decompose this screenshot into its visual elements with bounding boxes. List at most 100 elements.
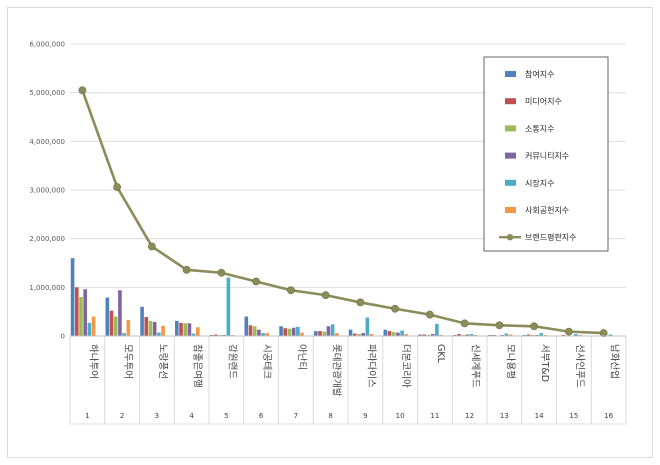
line-point-9 xyxy=(391,304,400,313)
bar-2-3 xyxy=(183,323,188,336)
bar-2-2 xyxy=(148,320,153,336)
category-label: 강원랜드 xyxy=(226,344,237,379)
line-point-13 xyxy=(530,322,539,331)
legend-marker xyxy=(506,234,514,241)
line-point-3 xyxy=(182,265,191,274)
legend-entry: 브랜드평판지수 xyxy=(525,232,577,242)
bar-3-3 xyxy=(187,323,192,336)
category-number: 8 xyxy=(328,412,332,420)
line-point-11 xyxy=(460,319,469,328)
bar-4-1 xyxy=(122,333,126,336)
bar-1-10 xyxy=(422,334,427,336)
bar-4-9 xyxy=(400,330,404,336)
bar-0-5 xyxy=(244,316,249,336)
bar-2-7 xyxy=(322,331,327,336)
category-label: 신세계푸드 xyxy=(470,344,482,388)
bar-4-14 xyxy=(574,334,578,336)
bar-2-8 xyxy=(357,334,361,336)
bar-5-12 xyxy=(508,334,513,336)
line-point-14 xyxy=(564,327,573,336)
bar-3-8 xyxy=(361,333,365,336)
bar-5-3 xyxy=(196,327,200,336)
bar-3-0 xyxy=(83,289,87,336)
line-point-8 xyxy=(356,298,365,307)
bar-5-8 xyxy=(369,334,374,336)
y-axis-ticks: 0 1,000,000 2,000,000 3,000,000 4,000,000 5,0… xyxy=(29,41,65,341)
bar-5-1 xyxy=(126,319,131,336)
category-number: 14 xyxy=(535,412,544,420)
y-tick-label: 2,000,000 xyxy=(29,235,65,243)
category-number: 4 xyxy=(189,412,194,420)
line-point-0 xyxy=(78,86,87,95)
bar-2-0 xyxy=(79,297,83,336)
category-number: 15 xyxy=(569,412,578,420)
line-point-1 xyxy=(113,183,122,191)
bar-2-6 xyxy=(287,328,292,336)
legend-entry: 사회공헌지수 xyxy=(525,206,569,215)
bar-1-5 xyxy=(248,325,253,336)
bar-5-0 xyxy=(91,316,96,336)
category-label: 노랑풍선 xyxy=(157,344,169,379)
category-label: 남화산업 xyxy=(609,344,621,379)
category-number: 2 xyxy=(120,412,124,420)
bar-4-10 xyxy=(435,323,439,336)
bar-4-0 xyxy=(87,322,92,336)
category-number: 11 xyxy=(430,412,439,420)
category-label: 모두투어 xyxy=(122,344,133,379)
legend-entry: 커뮤니티지수 xyxy=(525,151,569,161)
legend-swatch xyxy=(505,152,516,159)
bar-0-10 xyxy=(418,334,422,336)
bar-0-6 xyxy=(279,326,283,336)
bar-4-6 xyxy=(296,326,300,336)
category-label: 서부T&D xyxy=(539,344,550,382)
legend-entry: 시장지수 xyxy=(525,178,554,188)
bar-4-15 xyxy=(608,334,613,336)
bar-3-5 xyxy=(257,329,261,336)
category-label: 모나용평 xyxy=(504,344,515,379)
bar-1-4 xyxy=(213,334,218,336)
line-point-6 xyxy=(286,286,295,295)
category-label: 시공테크 xyxy=(261,344,272,379)
legend-swatch xyxy=(505,207,516,213)
bar-0-9 xyxy=(383,329,388,336)
bar-0-1 xyxy=(105,297,110,336)
bar-3-6 xyxy=(291,327,296,336)
bar-1-8 xyxy=(352,333,357,336)
legend-entry: 참여지수 xyxy=(525,69,554,79)
bar-1-0 xyxy=(74,287,79,336)
line-point-12 xyxy=(495,321,504,330)
bar-4-7 xyxy=(330,324,335,336)
y-tick-label: 3,000,000 xyxy=(29,187,65,195)
bar-5-5 xyxy=(265,333,270,336)
category-label: 하나투어 xyxy=(87,344,99,379)
bar-3-10 xyxy=(430,334,435,336)
bar-0-2 xyxy=(140,306,144,336)
category-number: 10 xyxy=(396,412,405,420)
category-label: GKL xyxy=(435,344,446,364)
bar-0-0 xyxy=(70,258,75,336)
bar-3-1 xyxy=(118,290,122,336)
y-tick-label: 6,000,000 xyxy=(29,41,65,49)
bar-4-13 xyxy=(539,333,543,336)
bars xyxy=(70,258,617,336)
y-tick-label: 5,000,000 xyxy=(29,89,65,97)
bar-1-6 xyxy=(283,328,288,336)
category-label: 파라다이스 xyxy=(365,344,376,388)
bar-0-8 xyxy=(348,329,353,336)
legend-swatch xyxy=(505,71,516,77)
category-number: 1 xyxy=(85,412,89,420)
legend-swatch xyxy=(505,179,516,186)
category-number: 6 xyxy=(259,412,264,420)
legend-entry: 미디어지수 xyxy=(525,96,562,106)
x-axis: 하나투어 1 모두투어 2 노랑풍선 3 참좋은여행 4 강원랜드 5 시공테크 6 아난티 7 롯데관광개… xyxy=(69,335,627,425)
bar-3-11 xyxy=(465,334,470,336)
bar-5-7 xyxy=(335,333,339,336)
line-point-5 xyxy=(252,277,261,286)
legend-entry: 소통지수 xyxy=(525,124,554,133)
y-tick-label: 1,000,000 xyxy=(29,284,65,292)
category-number: 9 xyxy=(363,412,367,420)
bar-2-9 xyxy=(391,332,396,336)
category-number: 3 xyxy=(155,412,159,420)
